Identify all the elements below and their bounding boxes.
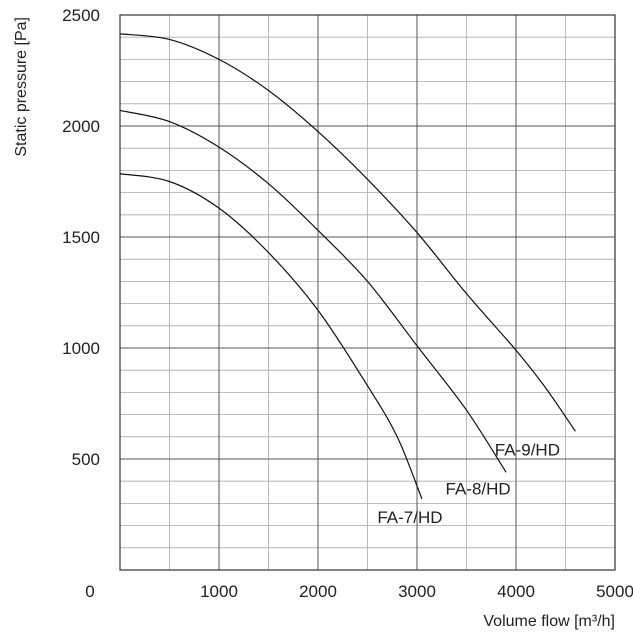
x-tick-label: 4000 (497, 582, 535, 601)
curve-fa-8-hd (119, 109, 507, 473)
x-tick-label: 0 (85, 582, 94, 601)
x-tick-labels: 0 1000 2000 3000 4000 5000 (85, 582, 633, 601)
y-tick-label: 2500 (62, 6, 100, 25)
y-tick-label: 1500 (62, 228, 100, 247)
x-tick-label: 3000 (398, 582, 436, 601)
minor-grid (120, 15, 615, 570)
series-label-fa-9-hd: FA-9/HD (495, 440, 560, 459)
y-tick-label: 2000 (62, 117, 100, 136)
x-tick-label: 5000 (596, 582, 633, 601)
curves (119, 33, 576, 500)
x-axis-label: Volume flow [m³/h] (483, 613, 615, 630)
x-tick-label: 2000 (299, 582, 337, 601)
y-axis-label: Static pressure [Pa] (13, 17, 30, 157)
series-label-fa-8-hd: FA-8/HD (446, 479, 511, 498)
curve-fa-9-hd (119, 33, 576, 432)
major-grid (120, 15, 615, 570)
series-label-fa-7-hd: FA-7/HD (377, 508, 442, 527)
curve-fa-7-hd (119, 173, 423, 500)
y-tick-labels: 500 1000 1500 2000 2500 (62, 6, 100, 469)
y-tick-label: 500 (72, 450, 100, 469)
plot-frame (119, 14, 616, 571)
y-tick-label: 1000 (62, 339, 100, 358)
x-tick-label: 1000 (200, 582, 238, 601)
